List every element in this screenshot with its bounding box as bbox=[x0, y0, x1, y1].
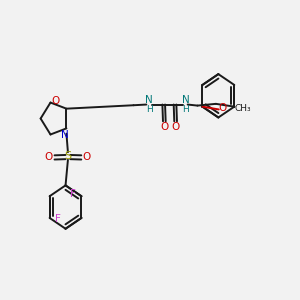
Text: O: O bbox=[45, 152, 53, 162]
Text: N: N bbox=[61, 130, 69, 140]
Text: H: H bbox=[146, 105, 153, 114]
Text: CH₃: CH₃ bbox=[234, 103, 251, 112]
Text: O: O bbox=[160, 122, 168, 132]
Text: H: H bbox=[182, 105, 189, 114]
Text: F: F bbox=[70, 190, 76, 200]
Text: N: N bbox=[146, 95, 153, 105]
Text: O: O bbox=[83, 152, 91, 162]
Text: O: O bbox=[171, 122, 180, 132]
Text: N: N bbox=[182, 95, 190, 105]
Text: O: O bbox=[218, 103, 227, 113]
Text: S: S bbox=[64, 152, 71, 161]
Text: F: F bbox=[55, 214, 61, 224]
Text: O: O bbox=[52, 96, 60, 106]
